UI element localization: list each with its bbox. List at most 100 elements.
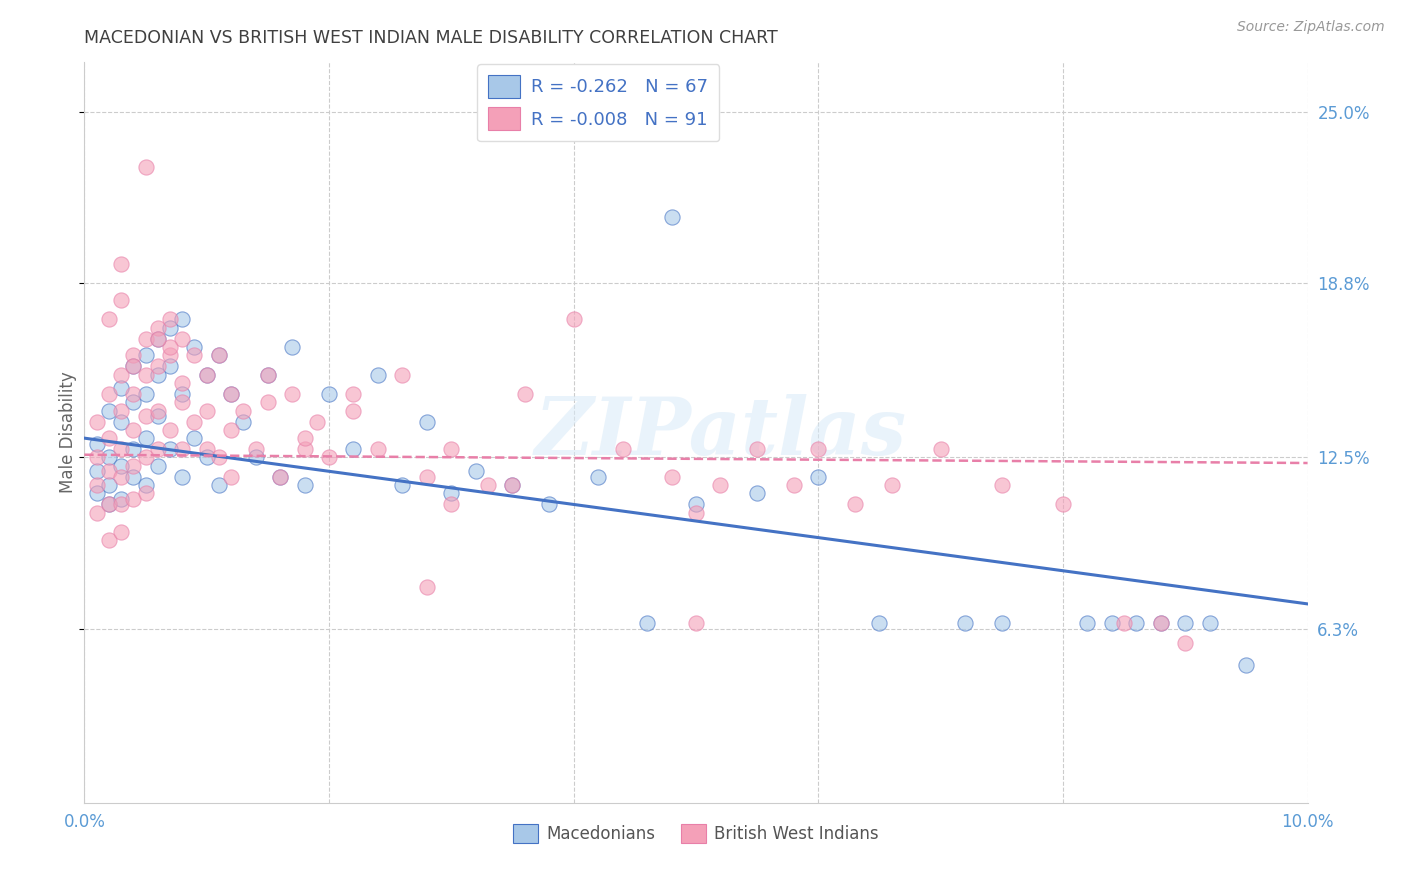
Point	[135, 161, 157, 175]
Point	[146, 368, 169, 382]
Point	[172, 395, 194, 409]
Point	[97, 450, 120, 465]
Point	[135, 348, 157, 362]
Point	[342, 387, 364, 401]
Point	[1150, 616, 1173, 631]
Point	[219, 470, 242, 484]
Point	[807, 442, 830, 457]
Point	[122, 423, 145, 437]
Point	[86, 415, 108, 429]
Point	[110, 381, 132, 395]
Point	[183, 348, 205, 362]
Point	[159, 348, 181, 362]
Point	[269, 470, 291, 484]
Point	[183, 415, 205, 429]
Point	[146, 458, 169, 473]
Point	[1101, 616, 1123, 631]
Point	[208, 348, 231, 362]
Point	[122, 491, 145, 506]
Point	[245, 450, 267, 465]
Point	[122, 387, 145, 401]
Point	[880, 478, 903, 492]
Point	[122, 395, 145, 409]
Point	[1125, 616, 1147, 631]
Point	[747, 442, 769, 457]
Point	[1114, 616, 1136, 631]
Point	[135, 431, 157, 445]
Point	[135, 450, 157, 465]
Point	[110, 491, 132, 506]
Point	[146, 403, 169, 417]
Point	[195, 368, 218, 382]
Point	[110, 293, 132, 307]
Point	[294, 442, 316, 457]
Point	[232, 415, 254, 429]
Point	[281, 340, 304, 354]
Point	[146, 332, 169, 346]
Point	[122, 442, 145, 457]
Point	[122, 458, 145, 473]
Point	[245, 442, 267, 457]
Point	[195, 368, 218, 382]
Text: MACEDONIAN VS BRITISH WEST INDIAN MALE DISABILITY CORRELATION CHART: MACEDONIAN VS BRITISH WEST INDIAN MALE D…	[84, 29, 778, 47]
Point	[1236, 657, 1258, 672]
Point	[281, 387, 304, 401]
Point	[1174, 616, 1197, 631]
Point	[685, 506, 707, 520]
Point	[1052, 498, 1074, 512]
Point	[416, 470, 439, 484]
Point	[257, 368, 280, 382]
Point	[305, 415, 328, 429]
Point	[464, 464, 486, 478]
Point	[783, 478, 806, 492]
Point	[172, 332, 194, 346]
Point	[219, 423, 242, 437]
Point	[929, 442, 952, 457]
Point	[747, 486, 769, 500]
Point	[367, 368, 389, 382]
Point	[86, 436, 108, 450]
Point	[844, 498, 866, 512]
Legend: Macedonians, British West Indians: Macedonians, British West Indians	[506, 817, 886, 850]
Point	[135, 387, 157, 401]
Point	[661, 470, 683, 484]
Point	[146, 409, 169, 423]
Point	[1198, 616, 1220, 631]
Point	[86, 486, 108, 500]
Point	[97, 498, 120, 512]
Point	[440, 486, 463, 500]
Point	[159, 442, 181, 457]
Point	[807, 470, 830, 484]
Point	[97, 387, 120, 401]
Point	[685, 616, 707, 631]
Point	[502, 478, 524, 492]
Point	[159, 320, 181, 334]
Point	[318, 387, 340, 401]
Point	[195, 450, 218, 465]
Point	[636, 616, 658, 631]
Point	[172, 470, 194, 484]
Point	[257, 368, 280, 382]
Point	[318, 450, 340, 465]
Point	[86, 478, 108, 492]
Y-axis label: Male Disability: Male Disability	[59, 372, 77, 493]
Point	[208, 450, 231, 465]
Point	[257, 395, 280, 409]
Point	[219, 387, 242, 401]
Point	[97, 312, 120, 326]
Point	[135, 368, 157, 382]
Point	[391, 478, 413, 492]
Point	[135, 478, 157, 492]
Point	[612, 442, 634, 457]
Point	[342, 403, 364, 417]
Point	[586, 470, 609, 484]
Point	[97, 403, 120, 417]
Point	[172, 312, 194, 326]
Point	[709, 478, 731, 492]
Point	[416, 415, 439, 429]
Point	[97, 431, 120, 445]
Point	[562, 312, 585, 326]
Point	[97, 498, 120, 512]
Point	[685, 498, 707, 512]
Point	[122, 359, 145, 374]
